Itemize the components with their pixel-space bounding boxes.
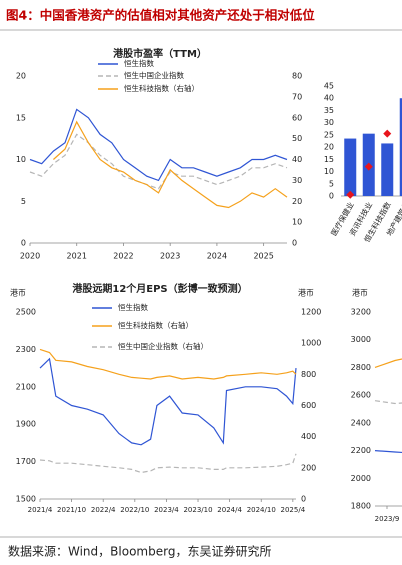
y-unit: 港币 [352, 288, 368, 298]
y-tick-label: 35 [324, 106, 334, 115]
x-tick-label: 2021/10 [57, 506, 86, 514]
y-tick-label: 1700 [16, 457, 36, 466]
y-tick-label: 20 [324, 143, 334, 152]
y-tick-label: 2100 [16, 382, 36, 391]
y-tick-label: 10 [324, 167, 334, 176]
source-note: 数据来源：Wind，Bloomberg，东吴证券研究所 [8, 544, 271, 559]
x-tick-label: 2022/10 [120, 506, 149, 514]
x-tick-label: 2022 [113, 252, 133, 261]
y-tick-label: 5 [329, 179, 334, 188]
y-tick-label: 1500 [16, 495, 36, 504]
y-tick-label: 20 [16, 72, 26, 81]
y2-tick-label: 80 [292, 72, 302, 81]
y-tick-label: 3000 [351, 335, 371, 344]
series-line [39, 348, 297, 380]
x-tick-label: 2022/4 [91, 506, 116, 514]
y2-tick-label: 70 [292, 92, 302, 101]
series-line [52, 120, 288, 209]
x-tick-label: 2020 [20, 252, 40, 261]
y2-tick-label: 20 [292, 197, 302, 206]
y-unit: 港币 [10, 288, 26, 298]
legend-label: 恒生中国企业指数（右轴） [118, 341, 208, 351]
y2-tick-label: 1200 [301, 308, 321, 317]
diamond-marker [383, 129, 392, 138]
y2-tick-label: 0 [292, 239, 297, 248]
y2-tick-label: 60 [292, 113, 302, 122]
bar [381, 143, 394, 196]
bar [344, 138, 357, 196]
x-tick-label: 2024 [207, 252, 227, 261]
diamond-marker [364, 162, 373, 171]
chart-title: 港股远期12个月EPS（彭博一致预测） [72, 282, 247, 295]
bar [399, 98, 402, 196]
x-tick-label: 2023 [160, 252, 180, 261]
y-tick-label: 1800 [351, 502, 371, 511]
x-tick-label: 2025/4 [281, 506, 306, 514]
x-tick-label: 2023/9 [375, 515, 400, 523]
y2-tick-label: 0 [301, 495, 306, 504]
legend-label: 恒生科技指数（右轴） [124, 83, 199, 93]
y-tick-label: 3200 [351, 308, 371, 317]
chart-title: 港股市盈率（TTM） [113, 47, 207, 60]
y2-tick-label: 200 [301, 463, 316, 472]
x-tick-label: 2023/4 [154, 506, 179, 514]
y-tick-label: 25 [324, 130, 334, 139]
y2-tick-label: 50 [292, 134, 302, 143]
y-tick-label: 5 [21, 197, 26, 206]
y2-tick-label: 10 [292, 218, 302, 227]
y-tick-label: 2200 [351, 446, 371, 455]
y-tick-label: 2400 [351, 418, 371, 427]
y2-tick-label: 40 [292, 155, 302, 164]
series-line [374, 358, 402, 368]
legend-label: 恒生指数 [124, 58, 154, 68]
x-tick-label: 2024/10 [247, 506, 276, 514]
y-tick-label: 2600 [351, 391, 371, 400]
diamond-marker [346, 190, 355, 199]
y-tick-label: 1900 [16, 420, 36, 429]
series-line [39, 357, 297, 446]
y2-tick-label: 800 [301, 370, 316, 379]
figure-title: 图4：中国香港资产的估值相对其他资产还处于相对低位 [6, 8, 315, 23]
legend-label: 恒生指数 [118, 302, 148, 312]
y-tick-label: 15 [16, 113, 26, 122]
y-tick-label: 30 [324, 118, 334, 127]
series-line [374, 400, 402, 405]
y-tick-label: 15 [324, 155, 334, 164]
series-line [29, 108, 288, 182]
y2-unit: 港币 [298, 288, 314, 298]
y2-tick-label: 30 [292, 176, 302, 185]
y-tick-label: 0 [329, 192, 334, 201]
y2-tick-label: 400 [301, 432, 316, 441]
x-tick-label: 2024/4 [217, 506, 242, 514]
y-tick-label: 2800 [351, 363, 371, 372]
legend-label: 恒生科技指数（右轴） [118, 320, 193, 330]
y2-tick-label: 600 [301, 401, 316, 410]
y-tick-label: 2500 [16, 308, 36, 317]
y-tick-label: 45 [324, 82, 334, 91]
y2-tick-label: 1000 [301, 339, 321, 348]
y-tick-label: 2300 [16, 345, 36, 354]
x-tick-label: 2021 [67, 252, 87, 261]
x-tick-label: 2025 [253, 252, 273, 261]
legend-label: 恒生中国企业指数 [124, 70, 184, 80]
series-line [29, 133, 288, 190]
y-tick-label: 0 [21, 239, 26, 248]
series-line [39, 453, 297, 474]
x-tick-label: 2021/4 [28, 506, 53, 514]
y-tick-label: 2000 [351, 474, 371, 483]
x-tick-label: 2023/10 [183, 506, 212, 514]
y-tick-label: 40 [324, 94, 334, 103]
y-tick-label: 10 [16, 155, 26, 164]
series-line [374, 450, 402, 454]
